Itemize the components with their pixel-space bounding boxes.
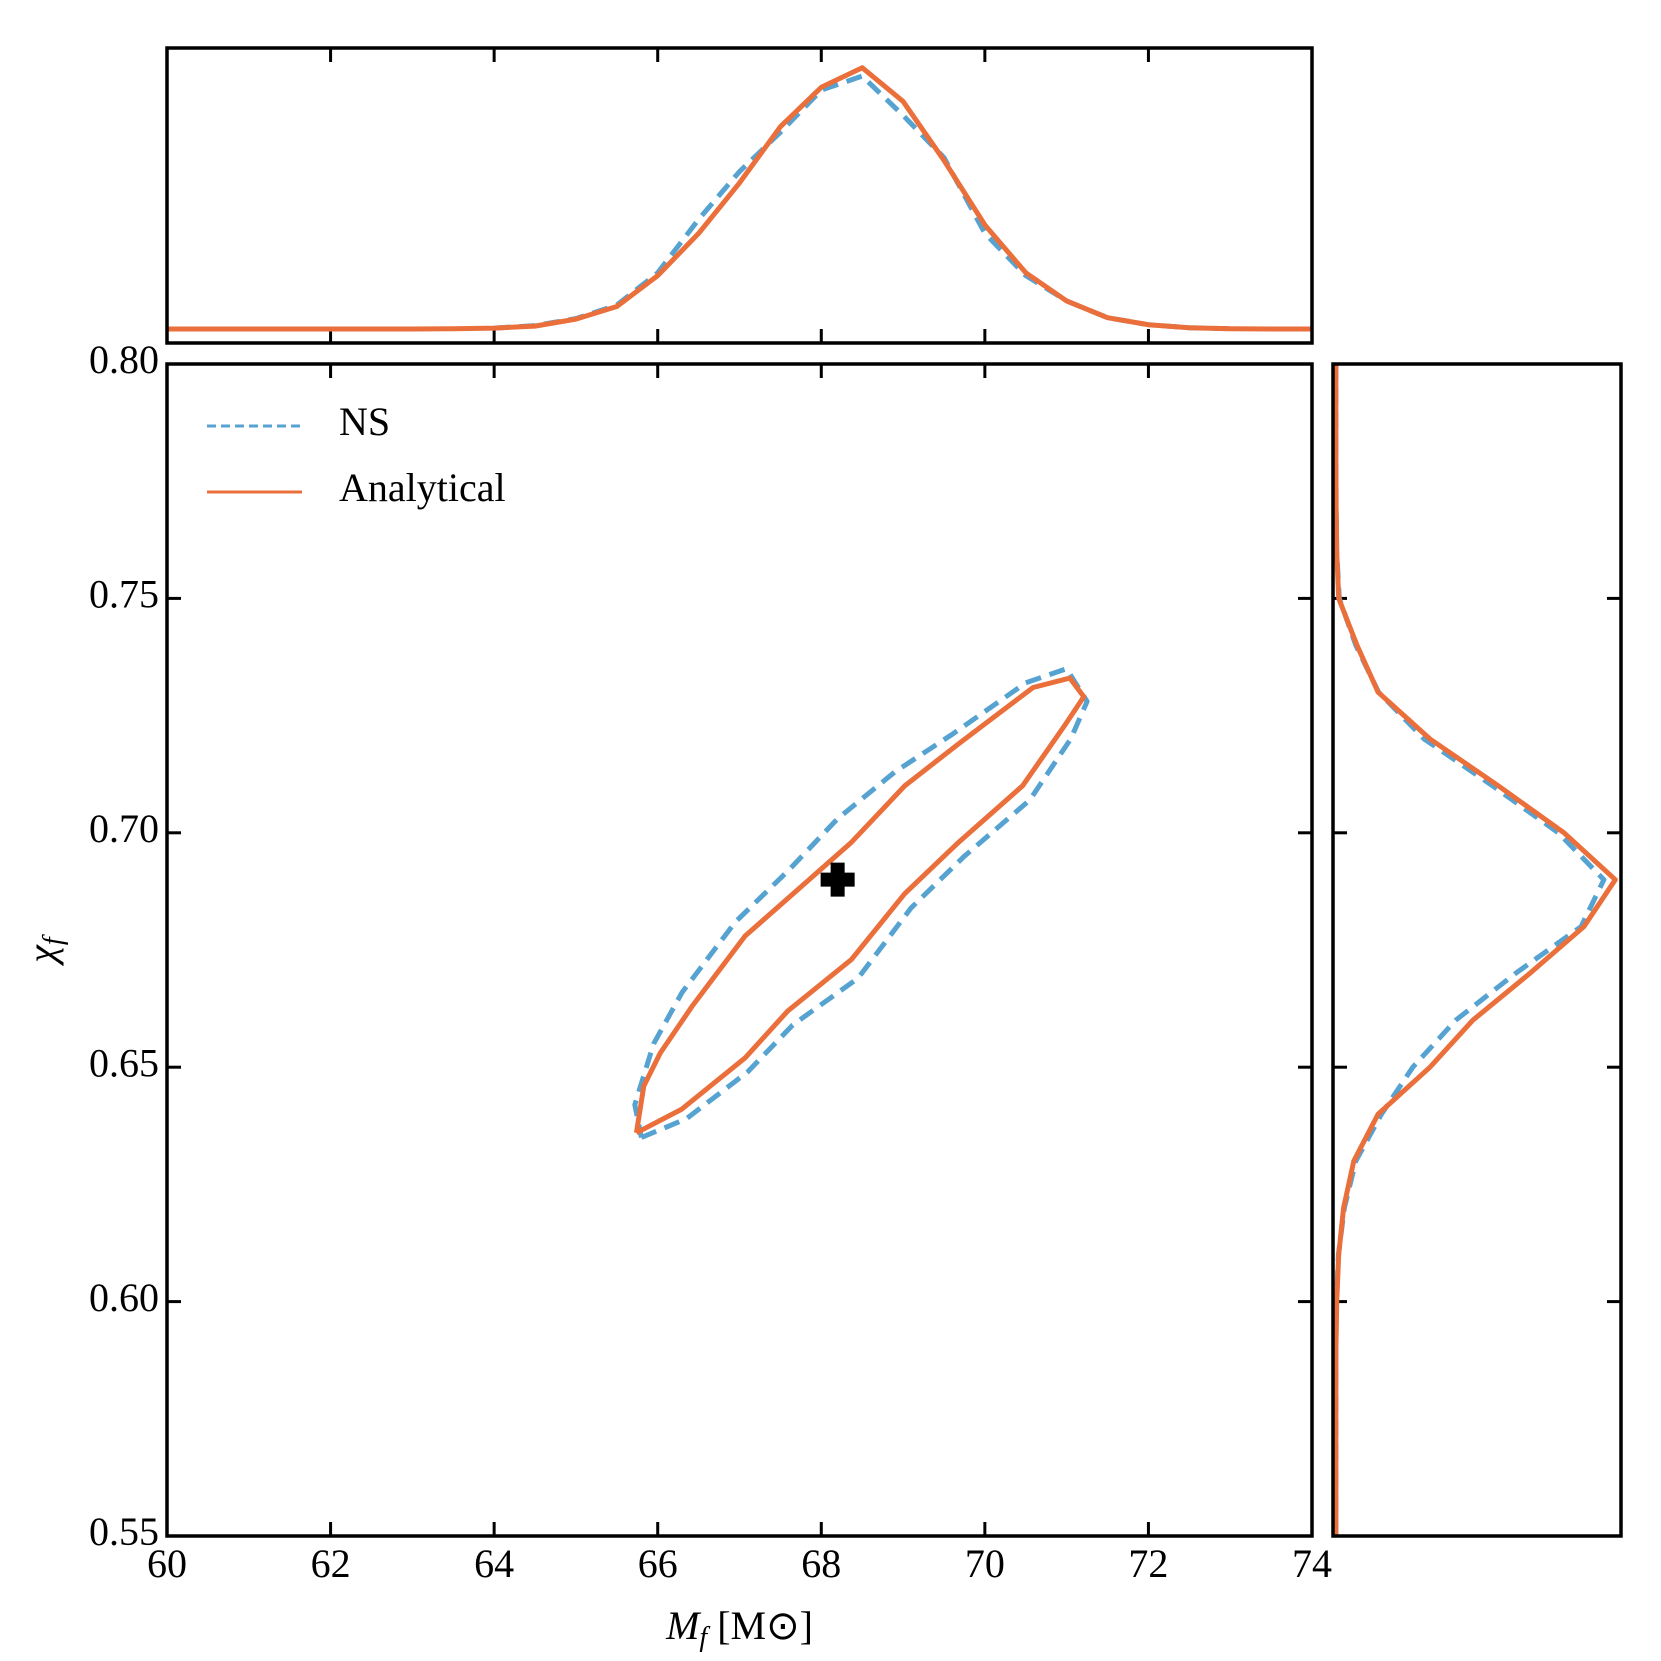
y-axis-label-part: χ (19, 944, 64, 967)
plot-area (632, 666, 1090, 1140)
density-line (1333, 364, 1618, 1536)
y-tick-label: 0.65 (89, 1040, 159, 1085)
y-axis-label: χf (19, 934, 69, 967)
y-axis-label-part: f (38, 934, 69, 945)
x-axis-label-part: [M⊙] (707, 1603, 813, 1648)
density-line (493, 73, 1231, 332)
plot-area (1333, 364, 1618, 1536)
legend-label: NS (339, 399, 390, 444)
y-tick-label: 0.60 (89, 1275, 159, 1320)
axes-frame (165, 46, 1314, 345)
x-tick-label: 72 (1128, 1541, 1168, 1586)
x-tick-label: 70 (965, 1541, 1005, 1586)
axes-frame (1331, 362, 1623, 1538)
x-tick-label: 64 (474, 1541, 514, 1586)
marker (820, 862, 855, 897)
x-axis-label: Mf [M⊙] (665, 1603, 813, 1653)
plot-area (167, 65, 1312, 332)
legend-label: Analytical (339, 465, 506, 510)
contour (632, 666, 1090, 1140)
y-tick-label: 0.80 (89, 337, 159, 382)
axes-frame (165, 362, 1314, 1538)
y-tick-label: 0.55 (89, 1509, 159, 1554)
contour (633, 675, 1087, 1136)
density-line (1333, 364, 1607, 1536)
x-tick-label: 60 (147, 1541, 187, 1586)
x-tick-label: 68 (801, 1541, 841, 1586)
x-axis-label-part: f (699, 1622, 710, 1653)
y-tick-label: 0.70 (89, 806, 159, 851)
density-line (167, 65, 1312, 332)
x-axis-label-part: M (665, 1603, 702, 1648)
x-tick-label: 66 (638, 1541, 678, 1586)
x-tick-label: 62 (311, 1541, 351, 1586)
y-tick-label: 0.75 (89, 572, 159, 617)
x-tick-label: 74 (1292, 1541, 1332, 1586)
